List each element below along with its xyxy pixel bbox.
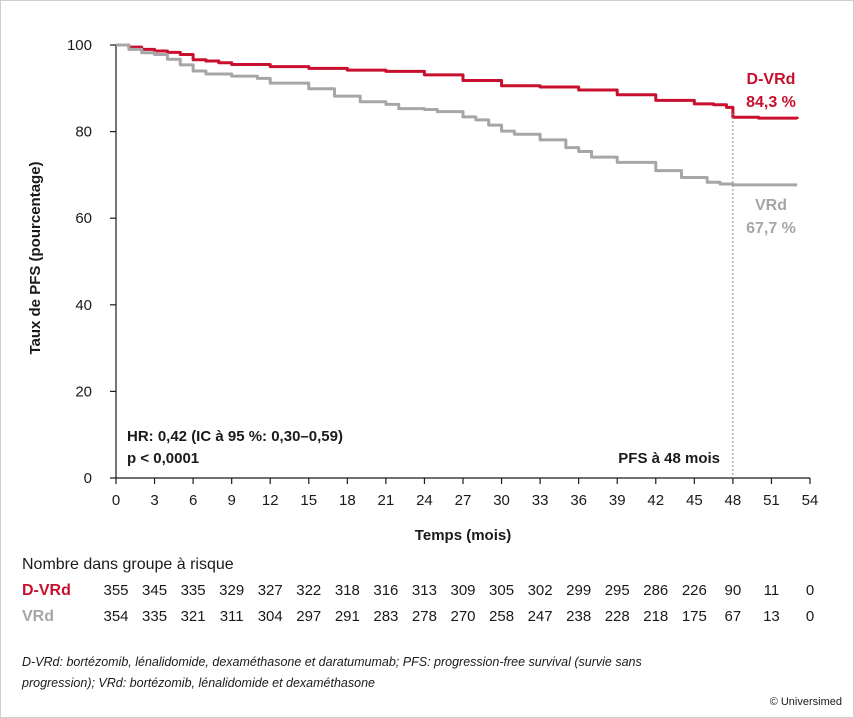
risk-count: 226 bbox=[681, 582, 707, 599]
copyright: © Universimed bbox=[769, 696, 842, 708]
end-value-vrd: 67,7 % bbox=[746, 220, 796, 237]
x-tick-label: 51 bbox=[763, 492, 780, 509]
risk-count: 283 bbox=[373, 608, 399, 625]
end-labels: D-VRd 84,3 % VRd 67,7 % bbox=[746, 71, 796, 237]
risk-count: 322 bbox=[296, 582, 322, 599]
risk-count: 278 bbox=[411, 608, 437, 625]
risk-row-d-vrd: D-VRd 355 345 335 329 327 322 318 316 313 309 305 30… bbox=[0, 582, 854, 604]
risk-count: 90 bbox=[724, 582, 742, 599]
risk-count: 0 bbox=[805, 582, 815, 599]
end-label-vrd: VRd bbox=[755, 197, 787, 214]
risk-row-vrd: VRd 354 335 321 311 304 297 291 283 278 270 258 247 2… bbox=[0, 608, 854, 630]
risk-count: 355 bbox=[103, 582, 129, 599]
risk-count: 354 bbox=[103, 608, 129, 625]
y-tick-label: 100 bbox=[67, 37, 92, 54]
risk-count: 327 bbox=[257, 582, 283, 599]
p-value-text: p < 0,0001 bbox=[127, 450, 199, 467]
x-tick-label: 48 bbox=[725, 492, 742, 509]
risk-count: 13 bbox=[763, 608, 780, 625]
risk-count: 270 bbox=[450, 608, 476, 625]
x-tick-label: 0 bbox=[112, 492, 120, 509]
risk-count: 238 bbox=[566, 608, 592, 625]
risk-count: 321 bbox=[180, 608, 206, 625]
end-label-d-vrd: D-VRd bbox=[747, 71, 796, 88]
x-tick-label: 33 bbox=[532, 492, 549, 509]
x-tick-label: 39 bbox=[609, 492, 626, 509]
risk-count: 218 bbox=[643, 608, 669, 625]
risk-row-label: VRd bbox=[22, 608, 54, 625]
x-axis-title: Temps (mois) bbox=[415, 527, 511, 544]
y-axis-title: Taux de PFS (pourcentage) bbox=[27, 161, 44, 354]
pfs-48-annotation: PFS à 48 mois bbox=[618, 450, 720, 467]
risk-count: 318 bbox=[334, 582, 360, 599]
x-tick-label: 6 bbox=[189, 492, 197, 509]
end-value-d-vrd: 84,3 % bbox=[746, 94, 796, 111]
curve-vrd bbox=[116, 43, 798, 187]
risk-count: 228 bbox=[604, 608, 630, 625]
risk-count: 313 bbox=[411, 582, 437, 599]
x-tick-label: 54 bbox=[802, 492, 819, 509]
risk-count: 302 bbox=[527, 582, 553, 599]
x-tick-label: 12 bbox=[262, 492, 279, 509]
risk-table-title: Nombre dans groupe à risque bbox=[22, 556, 234, 573]
risk-count: 329 bbox=[219, 582, 245, 599]
x-tick-label: 9 bbox=[227, 492, 235, 509]
y-tick-label: 0 bbox=[84, 470, 92, 487]
x-tick-label: 30 bbox=[493, 492, 510, 509]
y-tick-label: 20 bbox=[75, 383, 92, 400]
risk-count: 335 bbox=[180, 582, 206, 599]
risk-count: 295 bbox=[604, 582, 630, 599]
y-tick-label: 40 bbox=[75, 297, 92, 314]
x-tick-label: 42 bbox=[647, 492, 664, 509]
risk-count: 297 bbox=[296, 608, 322, 625]
x-tick-label: 36 bbox=[570, 492, 587, 509]
y-tick-label: 80 bbox=[75, 124, 92, 141]
risk-count: 335 bbox=[142, 608, 168, 625]
risk-count: 11 bbox=[763, 582, 780, 599]
risk-count: 305 bbox=[489, 582, 515, 599]
risk-count: 175 bbox=[681, 608, 707, 625]
risk-count: 291 bbox=[334, 608, 360, 625]
risk-count: 0 bbox=[805, 608, 815, 625]
x-tick-label: 27 bbox=[455, 492, 472, 509]
x-tick-label: 18 bbox=[339, 492, 356, 509]
risk-count: 67 bbox=[724, 608, 742, 625]
footnote: D-VRd: bortézomib, lénalidomide, dexamét… bbox=[22, 655, 642, 690]
risk-count: 258 bbox=[489, 608, 515, 625]
x-tick-label: 3 bbox=[150, 492, 158, 509]
x-tick-label: 21 bbox=[378, 492, 395, 509]
risk-count: 345 bbox=[142, 582, 168, 599]
risk-count: 286 bbox=[643, 582, 669, 599]
y-tick-label: 60 bbox=[75, 210, 92, 227]
risk-count: 316 bbox=[373, 582, 399, 599]
risk-count: 304 bbox=[257, 608, 283, 625]
hazard-ratio-text: HR: 0,42 (IC à 95 %: 0,30–0,59) bbox=[127, 428, 343, 445]
x-axis: 0 3 6 9 12 15 18 21 24 27 30 33 36 39 42 45 48 51 54 bbox=[112, 477, 819, 509]
risk-count: 309 bbox=[450, 582, 476, 599]
risk-count: 247 bbox=[527, 608, 553, 625]
risk-row-label: D-VRd bbox=[22, 582, 71, 599]
risk-count: 299 bbox=[566, 582, 592, 599]
x-tick-label: 45 bbox=[686, 492, 703, 509]
x-tick-label: 15 bbox=[300, 492, 317, 509]
x-tick-label: 24 bbox=[416, 492, 433, 509]
curve-d-vrd bbox=[116, 43, 799, 120]
risk-count: 311 bbox=[219, 608, 244, 625]
y-axis: 0 20 40 60 80 100 bbox=[67, 37, 117, 487]
survival-curves bbox=[116, 43, 799, 187]
